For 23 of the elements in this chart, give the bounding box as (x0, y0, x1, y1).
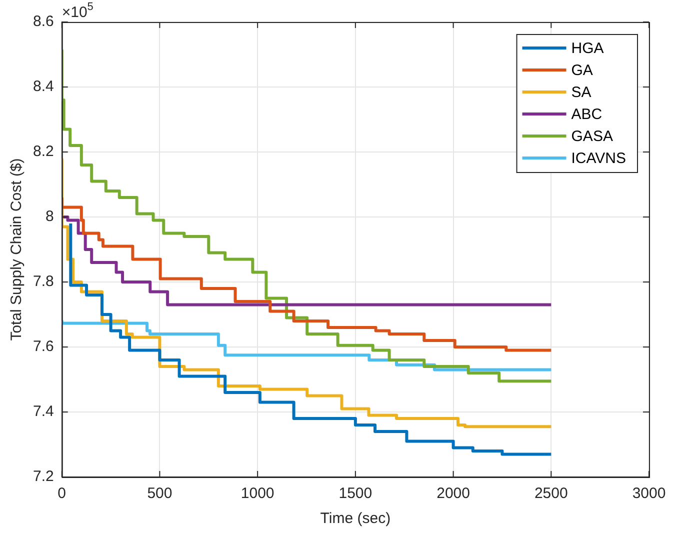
y-tick-label: 7.8 (32, 273, 54, 290)
y-tick-label: 7.6 (32, 338, 54, 356)
legend-label: SA (571, 84, 592, 102)
legend-label: GA (571, 62, 593, 80)
y-tick-label: 8.6 (32, 13, 54, 30)
x-tick-label: 3000 (632, 485, 666, 502)
legend-label: HGA (571, 40, 604, 58)
y-tick-label: 8.4 (32, 78, 54, 96)
x-tick-label: 0 (58, 485, 66, 502)
legend-label: ABC (571, 106, 602, 124)
x-axis-title: Time (sec) (320, 510, 391, 528)
legend-label: GASA (571, 128, 613, 146)
x-tick-label: 1000 (240, 485, 274, 502)
x-tick-label: 500 (147, 485, 172, 502)
legend-label: ICAVNS (571, 150, 626, 168)
y-tick-label: 7.2 (32, 468, 54, 486)
y-tick-label: 7.4 (32, 403, 54, 420)
x-tick-label: 2000 (436, 485, 470, 502)
y-axis-title: Total Supply Chain Cost ($) (8, 158, 26, 341)
x-tick-label: 1500 (338, 485, 372, 502)
x-tick-label: 2500 (534, 485, 568, 502)
y-tick-label: 8.2 (32, 143, 54, 160)
y-tick-label: 8 (46, 208, 54, 226)
